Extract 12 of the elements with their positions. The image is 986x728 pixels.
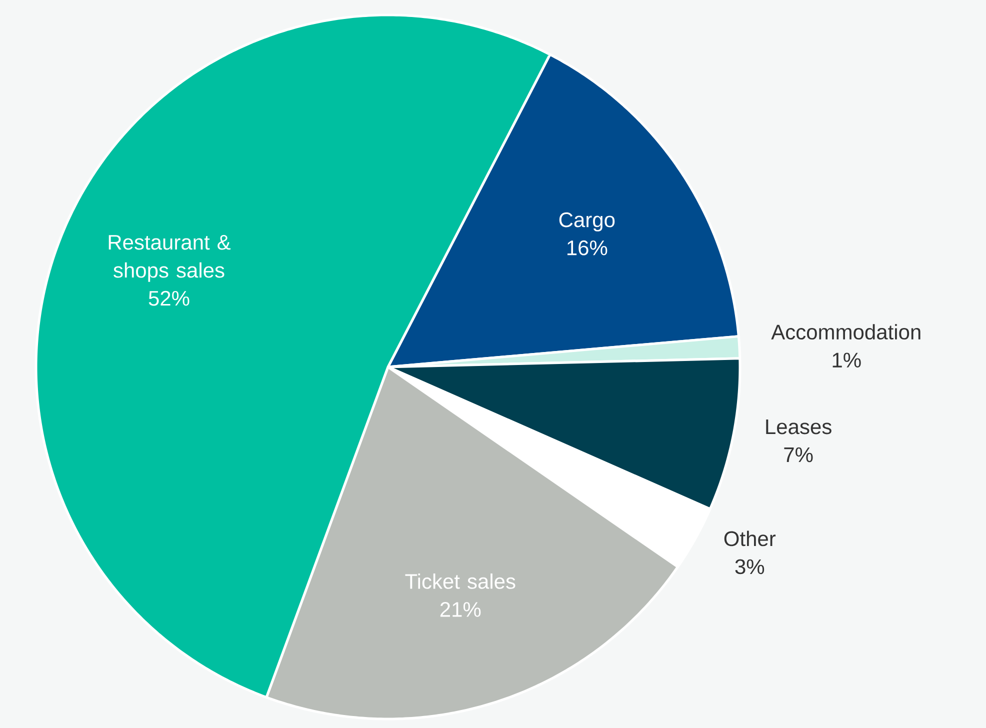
slice-label: Other [724,530,776,546]
data-label: 52% [148,290,190,306]
slice-label: Cargo [559,212,615,232]
slice-label: Ticket sales [405,573,516,589]
data-label: 16% [567,240,608,256]
data-label: 1% [832,352,861,368]
data-label: 3% [735,559,764,574]
slice-label: Leases [766,420,832,434]
slice-label: Restaurant & shops sales [108,235,231,282]
data-label: 7% [784,447,813,462]
data-label: 21% [440,602,481,617]
slice-label: Accommodation [771,324,920,340]
